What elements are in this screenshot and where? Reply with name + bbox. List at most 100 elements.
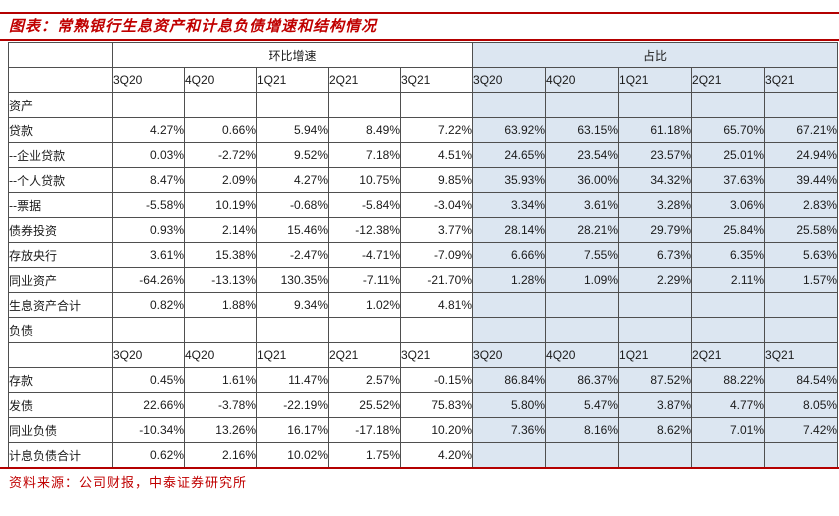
share-value (618, 92, 693, 118)
table-row: 存款 0.45% 1.61% 11.47% 2.57% -0.15% 86.84% 86.37… (8, 367, 839, 393)
growth-value (399, 92, 474, 118)
source-note: 资料来源：公司财报，中泰证券研究所 (9, 476, 248, 491)
growth-value: -7.11% (328, 267, 401, 293)
quarter-header: 3Q21 (764, 342, 839, 368)
growth-value: 10.02% (256, 442, 329, 468)
share-value: 24.94% (764, 142, 839, 168)
growth-value: -2.47% (256, 242, 329, 268)
share-value: 63.92% (472, 117, 547, 143)
row-label: 资产 (8, 92, 113, 118)
quarter-header: 3Q20 (472, 342, 547, 368)
quarter-header: 4Q20 (184, 67, 257, 93)
share-value: 37.63% (691, 167, 766, 193)
growth-value (112, 317, 185, 343)
growth-value: 0.93% (112, 217, 185, 243)
share-value: 3.61% (545, 192, 620, 218)
growth-value: -22.19% (256, 392, 329, 418)
row-label (8, 67, 113, 93)
bottom-rule (0, 467, 839, 469)
table-row: 同业资产 -64.26% -13.13% 130.35% -7.11% -21.70% 1.… (8, 267, 839, 293)
quarter-header: 3Q20 (112, 342, 185, 368)
growth-value: -12.38% (328, 217, 401, 243)
growth-value: -7.09% (399, 242, 474, 268)
group-header-growth: 环比增速 (111, 42, 474, 68)
growth-value: 1.02% (328, 292, 401, 318)
growth-value: 3.77% (399, 217, 474, 243)
top-rule (0, 12, 839, 14)
share-value: 6.73% (618, 242, 693, 268)
share-value (691, 92, 766, 118)
share-value: 84.54% (764, 367, 839, 393)
share-value: 2.29% (618, 267, 693, 293)
title-rule (0, 39, 839, 41)
share-value: 1.28% (472, 267, 547, 293)
share-value: 3.28% (618, 192, 693, 218)
row-label (8, 342, 113, 368)
row-label: 贷款 (8, 117, 113, 143)
quarter-header: 3Q21 (399, 342, 474, 368)
share-value: 23.57% (618, 142, 693, 168)
growth-value: 7.22% (399, 117, 474, 143)
share-value: 7.55% (545, 242, 620, 268)
quarter-header: 2Q21 (328, 342, 401, 368)
growth-value: -13.13% (184, 267, 257, 293)
table-row: 同业负债 -10.34% 13.26% 16.17% -17.18% 10.20% 7.36… (8, 417, 839, 443)
page-title: 图表：常熟银行生息资产和计息负债增速和结构情况 (9, 17, 378, 35)
row-label: 同业负债 (8, 417, 113, 443)
growth-value: -2.72% (184, 142, 257, 168)
growth-value: 10.20% (399, 417, 474, 443)
quarter-header: 4Q20 (545, 342, 620, 368)
share-value: 1.57% (764, 267, 839, 293)
quarter-header-row: 3Q20 4Q20 1Q21 2Q21 3Q21 3Q20 4Q20 1Q21 2Q21 3Q21 (8, 67, 839, 93)
share-value: 88.22% (691, 367, 766, 393)
growth-value (399, 317, 474, 343)
share-value: 7.42% (764, 417, 839, 443)
share-value: 2.83% (764, 192, 839, 218)
growth-value: 22.66% (112, 392, 185, 418)
growth-value: 2.14% (184, 217, 257, 243)
share-value: 6.35% (691, 242, 766, 268)
growth-value: 15.38% (184, 242, 257, 268)
share-value (472, 317, 547, 343)
table-row: 债券投资 0.93% 2.14% 15.46% -12.38% 3.77% 28.14% 28… (8, 217, 839, 243)
quarter-header: 2Q21 (691, 67, 766, 93)
quarter-header: 1Q21 (256, 67, 329, 93)
growth-value: 0.45% (112, 367, 185, 393)
quarter-header: 4Q20 (184, 342, 257, 368)
row-label: 生息资产合计 (8, 292, 113, 318)
share-value: 87.52% (618, 367, 693, 393)
share-value (472, 292, 547, 318)
share-value: 7.01% (691, 417, 766, 443)
growth-value: 8.49% (328, 117, 401, 143)
growth-value: -3.78% (184, 392, 257, 418)
growth-value: 2.09% (184, 167, 257, 193)
share-value (691, 292, 766, 318)
growth-value: 4.27% (256, 167, 329, 193)
growth-value: 4.51% (399, 142, 474, 168)
share-value: 23.54% (545, 142, 620, 168)
share-value: 61.18% (618, 117, 693, 143)
growth-value: 9.34% (256, 292, 329, 318)
growth-value (256, 317, 329, 343)
share-value (618, 442, 693, 468)
quarter-header: 4Q20 (545, 67, 620, 93)
growth-value: 4.20% (399, 442, 474, 468)
growth-value: -4.71% (328, 242, 401, 268)
quarter-header: 2Q21 (328, 67, 401, 93)
share-value: 34.32% (618, 167, 693, 193)
share-value (618, 317, 693, 343)
group-header-share: 占比 (472, 42, 839, 68)
share-value: 7.36% (472, 417, 547, 443)
share-value: 65.70% (691, 117, 766, 143)
report-table-body: 环比增速 占比 3Q20 4Q20 1Q21 2Q21 3Q21 3Q20 4Q20 1Q21 2Q… (8, 42, 839, 468)
table-row: 存放央行 3.61% 15.38% -2.47% -4.71% -7.09% 6.66% 7.… (8, 242, 839, 268)
growth-value: -21.70% (399, 267, 474, 293)
growth-value (184, 317, 257, 343)
share-value: 8.16% (545, 417, 620, 443)
share-value: 25.58% (764, 217, 839, 243)
growth-value (112, 92, 185, 118)
share-value (764, 317, 839, 343)
share-value: 36.00% (545, 167, 620, 193)
quarter-header: 1Q21 (618, 342, 693, 368)
share-value: 3.06% (691, 192, 766, 218)
